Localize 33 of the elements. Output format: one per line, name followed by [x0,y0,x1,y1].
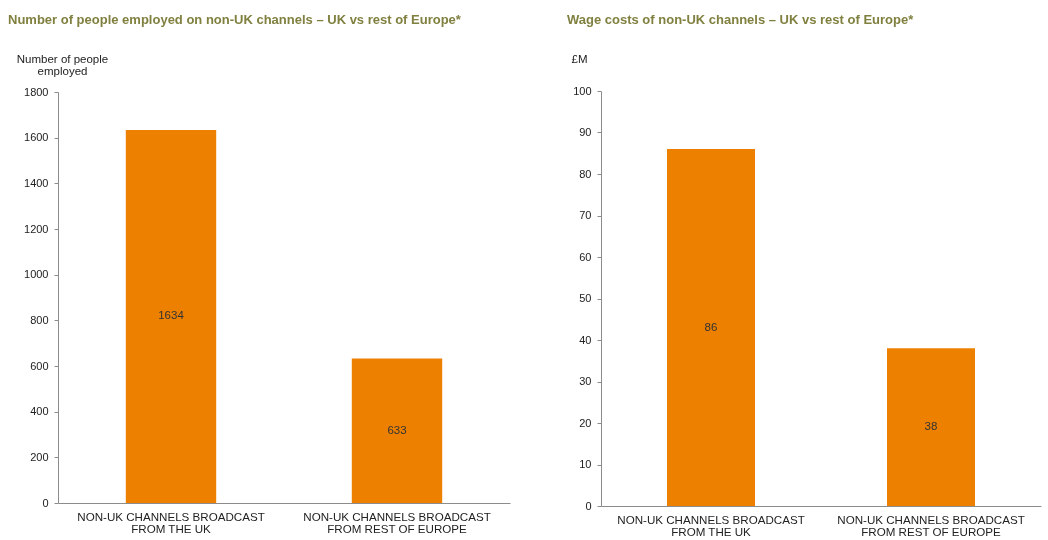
y-tick-label: 40 [579,333,592,346]
y-tick-label: 50 [579,292,592,304]
x-tick-label: NON-UK CHANNELS BROADCAST FROM THE UK [77,509,265,535]
y-tick-label: 200 [30,450,49,463]
y-tick-label: 10 [579,458,592,470]
y-tick-label: 30 [579,375,592,387]
y-tick-label: 60 [579,250,592,263]
x-tick-label: NON-UK CHANNELS BROADCAST FROM THE UK [617,512,805,538]
y-tick-label: 0 [585,499,592,512]
y-tick-label: 1000 [24,268,49,281]
y-tick-label: 400 [30,405,49,418]
y-tick-label: 100 [573,84,592,97]
y-tick-label: 1800 [24,85,49,98]
y-tick-label: 1400 [24,176,49,189]
y-axis-title: Number of people employed [16,52,109,77]
y-tick-label: 0 [42,496,49,509]
y-tick-label: 1600 [24,131,49,144]
y-tick-label: 600 [30,359,49,372]
y-tick-label: 70 [579,209,592,221]
chart-title: Wage costs of non-UK channels – UK vs rest of Europe* [567,12,915,27]
data-label: 86 [704,320,718,333]
y-tick-label: 1200 [24,222,49,235]
data-label: 633 [387,423,407,436]
x-tick-label: NON-UK CHANNELS BROADCAST FROM REST OF EUROPE [303,509,491,535]
y-axis-title: £M [571,52,588,65]
data-label: 1634 [158,309,185,322]
y-tick-label: 800 [30,313,49,326]
y-tick-label: 20 [579,416,592,429]
data-label: 38 [924,420,938,433]
x-tick-label: NON-UK CHANNELS BROADCAST FROM REST OF EUROPE [837,512,1025,538]
y-tick-label: 90 [579,126,592,138]
y-tick-label: 80 [579,167,592,180]
chart-title: Number of people employed on non-UK channels – UK vs rest of Europe* [8,12,462,27]
